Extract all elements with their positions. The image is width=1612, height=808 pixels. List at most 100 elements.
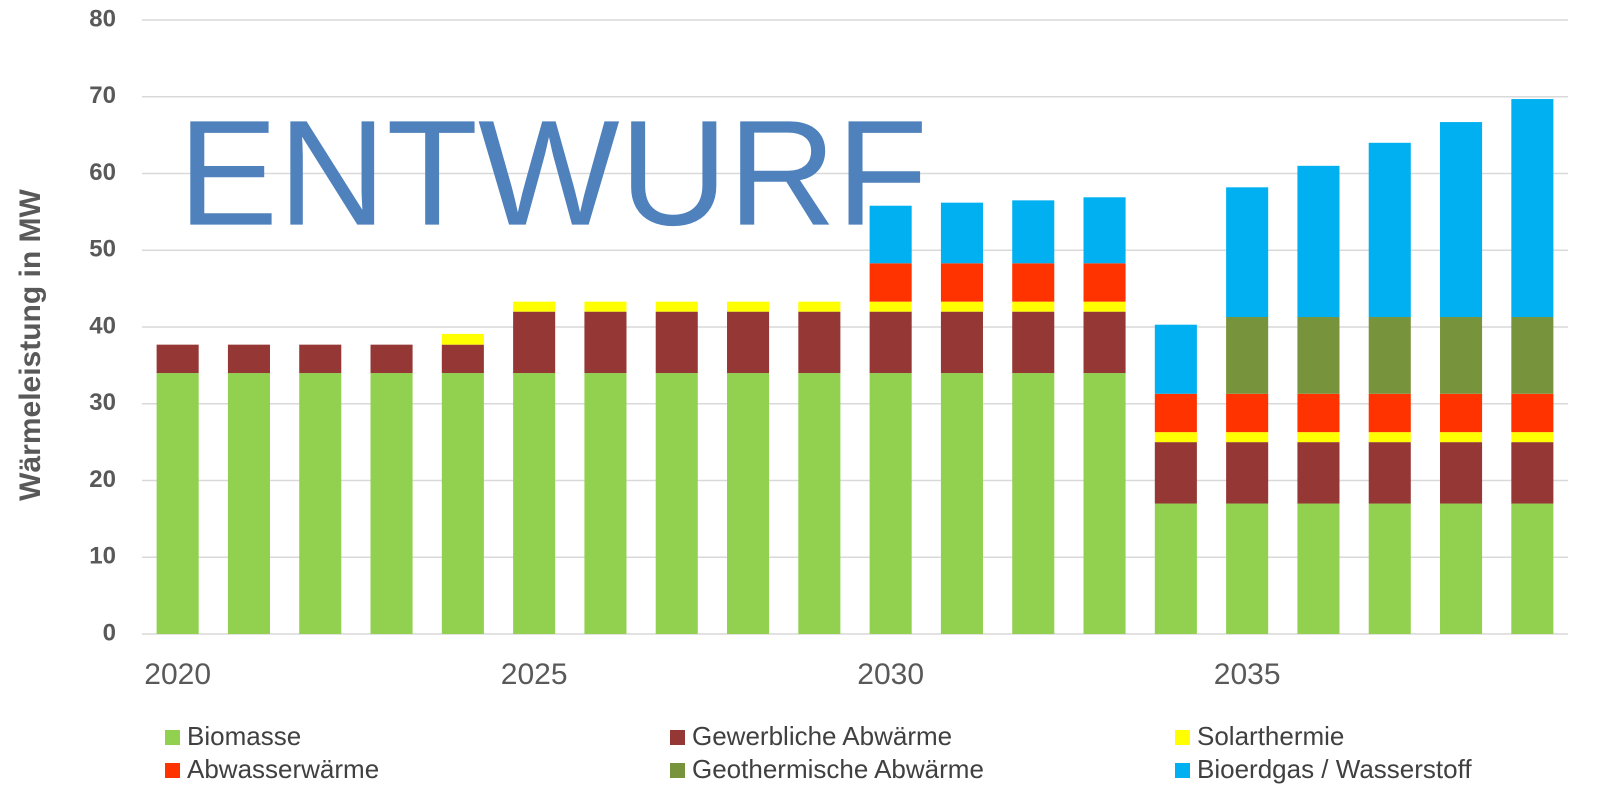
bar-segment	[1012, 301, 1055, 312]
bar-segment	[1012, 373, 1055, 634]
bar-segment	[227, 344, 270, 374]
y-tick-label: 0	[103, 619, 116, 646]
legend-swatch	[670, 763, 685, 778]
bar-segment	[513, 373, 556, 634]
bar-segment	[1154, 503, 1197, 634]
bar-segment	[1511, 317, 1554, 394]
bar-segment	[869, 301, 912, 312]
bar-segment	[1440, 122, 1483, 318]
bar-segment	[441, 373, 484, 634]
bar-segment	[655, 373, 698, 634]
bar-segment	[1511, 432, 1554, 443]
bar-segment	[1368, 142, 1411, 318]
bar-segment	[940, 263, 983, 302]
legend-label: Biomasse	[187, 721, 301, 751]
bar-segment	[1297, 432, 1340, 443]
bar-segment	[299, 344, 342, 374]
bar-segment	[1368, 442, 1411, 504]
bar-segment	[1012, 200, 1055, 264]
bar-segment	[584, 301, 627, 312]
bar-segment	[1297, 442, 1340, 504]
bar-segment	[1368, 503, 1411, 634]
bar-segment	[1012, 311, 1055, 374]
bar-segment	[1368, 393, 1411, 433]
bar-segment	[1297, 317, 1340, 394]
bar-segment	[798, 311, 841, 374]
watermark: ENTWURF	[178, 89, 928, 257]
bar-segment	[1368, 432, 1411, 443]
bar-segment	[1511, 442, 1554, 504]
y-tick-label: 10	[89, 543, 116, 570]
bar-segment	[1297, 393, 1340, 433]
legend-label: Geothermische Abwärme	[692, 754, 984, 784]
bar-segment	[869, 263, 912, 302]
bar-segment	[1154, 432, 1197, 443]
bar-segment	[869, 205, 912, 264]
bar-segment	[869, 311, 912, 374]
legend-swatch	[1175, 730, 1190, 745]
bar-segment	[227, 373, 270, 634]
bar-segment	[299, 373, 342, 634]
y-tick-label: 40	[89, 312, 116, 339]
x-tick-label: 2020	[144, 658, 211, 691]
y-tick-label: 60	[89, 159, 116, 186]
y-tick-label: 70	[89, 82, 116, 109]
bar-segment	[655, 301, 698, 312]
bar-segment	[1226, 442, 1269, 504]
bar-segment	[655, 311, 698, 374]
bar-segment	[1440, 432, 1483, 443]
y-tick-label: 20	[89, 466, 116, 493]
bar-segment	[1226, 317, 1269, 394]
bar-segment	[1083, 311, 1126, 374]
bar-segment	[1083, 373, 1126, 634]
bar-segment	[940, 311, 983, 374]
y-tick-label: 80	[89, 5, 116, 32]
bar-segment	[1083, 263, 1126, 302]
bar-segment	[1012, 263, 1055, 302]
bar-segment	[370, 344, 413, 374]
bar-segment	[1226, 503, 1269, 634]
bar-segment	[156, 344, 199, 374]
bar-segment	[1440, 317, 1483, 394]
legend-label: Solarthermie	[1197, 721, 1344, 751]
legend-swatch	[670, 730, 685, 745]
bar-segment	[1083, 301, 1126, 312]
bar-segment	[370, 373, 413, 634]
bar-segment	[869, 373, 912, 634]
bar-segment	[1154, 442, 1197, 504]
bar-segment	[156, 373, 199, 634]
bar-segment	[1440, 442, 1483, 504]
bar-segment	[1154, 324, 1197, 394]
legend-label: Gewerbliche Abwärme	[692, 721, 952, 751]
legend-label: Abwasserwärme	[187, 754, 379, 784]
bar-segment	[1154, 393, 1197, 433]
bar-segment	[940, 301, 983, 312]
bar-segment	[940, 202, 983, 264]
bar-segment	[1511, 393, 1554, 433]
legend-swatch	[165, 730, 180, 745]
bar-segment	[513, 301, 556, 312]
bar-segment	[513, 311, 556, 374]
legend-label: Bioerdgas / Wasserstoff	[1197, 754, 1472, 784]
bar-segment	[1511, 503, 1554, 634]
legend-swatch	[1175, 763, 1190, 778]
y-axis-label: Wärmeleistung in MW	[14, 188, 47, 500]
bar-segment	[1368, 317, 1411, 394]
bar-segment	[940, 373, 983, 634]
bar-segment	[1440, 393, 1483, 433]
x-tick-label: 2025	[501, 658, 568, 691]
y-tick-label: 30	[89, 389, 116, 416]
bar-segment	[727, 311, 770, 374]
bar-segment	[727, 373, 770, 634]
bar-segment	[1226, 393, 1269, 433]
bar-segment	[441, 344, 484, 374]
bar-segment	[1226, 432, 1269, 443]
bar-segment	[441, 333, 484, 345]
bar-segment	[1226, 187, 1269, 318]
bar-segment	[798, 373, 841, 634]
bar-segment	[798, 301, 841, 312]
bar-segment	[584, 311, 627, 374]
bar-segment	[584, 373, 627, 634]
legend-swatch	[165, 763, 180, 778]
